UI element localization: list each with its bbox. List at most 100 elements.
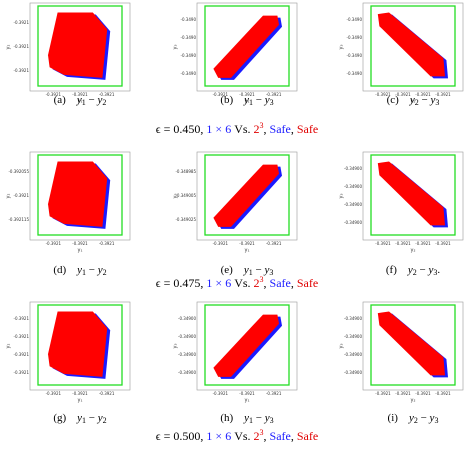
reach-set-red xyxy=(377,311,445,376)
caption-variable: y xyxy=(264,94,270,106)
caption-variable: y xyxy=(429,412,435,424)
caption-variable: y xyxy=(407,264,413,276)
x-tick-label: -0.3921 xyxy=(435,241,451,246)
y-axis-label: y₃ xyxy=(339,344,345,349)
y-axis-label: y₂ xyxy=(6,45,12,50)
caption-label: (a) xyxy=(54,94,67,106)
y-tick-label: -0.3921 xyxy=(14,20,30,25)
x-tick-label: -0.3921 xyxy=(213,92,229,97)
x-tick-label: -0.3921 xyxy=(72,391,88,396)
caption-operator: − xyxy=(256,412,262,424)
bounding-box xyxy=(204,5,290,87)
y-tick-label: -0.3490 xyxy=(347,71,363,76)
x-tick-label: -0.3921 xyxy=(239,241,255,246)
panel-caption: (g) y1​ − y2​ xyxy=(53,412,106,425)
x-tick-label: -0.3921 xyxy=(239,391,255,396)
y-tick-label: -0.392115 xyxy=(8,217,29,222)
y-tick-label: -0.348985 xyxy=(175,169,196,174)
x-tick-label: -0.3921 xyxy=(99,92,115,97)
caption-variable: y xyxy=(409,94,415,106)
caption-variable: y xyxy=(263,264,269,276)
x-axis-label: y₂ xyxy=(411,248,416,254)
x-tick-label: -0.3921 xyxy=(435,92,451,97)
row-caption-part: , xyxy=(264,122,270,136)
panel-caption: (f) y2​ − y3​. xyxy=(386,264,441,277)
y-tick-label: -0.34900 xyxy=(178,370,196,375)
caption-subscript: 1 xyxy=(249,98,253,107)
row-caption-part: 1 × 6 xyxy=(206,122,231,136)
caption-label: (f) xyxy=(386,264,397,276)
row-caption: ϵ = 0.500, 1 × 6 Vs. 23, Safe, Safe xyxy=(156,428,318,443)
y-tick-label: -0.3921 xyxy=(14,68,30,73)
caption-variable: y xyxy=(427,264,433,276)
x-tick-label: -0.3921 xyxy=(213,391,229,396)
y-tick-label: -0.3490 xyxy=(181,17,197,22)
row-caption-part: ϵ = 0.475, xyxy=(156,276,207,290)
y-tick-label: -0.349025 xyxy=(175,217,196,222)
row-caption-part: 3 xyxy=(260,428,264,437)
caption-subscript: 3 xyxy=(269,268,273,277)
x-tick-label: -0.3921 xyxy=(415,92,431,97)
y-tick-label: -0.34900 xyxy=(344,202,362,207)
y-tick-label: -0.3921 xyxy=(14,352,30,357)
row-caption-part: Vs. xyxy=(231,429,253,443)
row-caption-part: 1 × 6 xyxy=(206,429,231,443)
caption-variable: y xyxy=(97,264,103,276)
caption-operator: − xyxy=(422,94,428,106)
caption-label: (i) xyxy=(388,412,399,424)
caption-variable: y xyxy=(76,264,82,276)
x-tick-label: -0.3921 xyxy=(395,92,411,97)
x-tick-label: -0.3921 xyxy=(395,241,411,246)
x-tick-label: -0.3921 xyxy=(415,391,431,396)
x-axis-label: y₂ xyxy=(411,398,416,404)
y-tick-label: -0.34900 xyxy=(344,220,362,225)
y-axis-label: y₂ xyxy=(6,194,12,199)
caption-subscript: 3 xyxy=(435,98,439,107)
caption-label: (h) xyxy=(220,412,233,424)
caption-label: (e) xyxy=(221,264,234,276)
bounding-box xyxy=(204,154,290,236)
x-tick-label: -0.3921 xyxy=(99,391,115,396)
bounding-box xyxy=(370,154,456,236)
y-tick-label: -0.3921 xyxy=(14,316,30,321)
x-axis-label: y₁ xyxy=(78,248,83,254)
row-caption-part: Safe xyxy=(270,429,291,443)
x-tick-label: -0.3921 xyxy=(395,391,411,396)
y-tick-label: -0.3921 xyxy=(14,193,30,198)
caption-subscript: 1 xyxy=(82,416,86,425)
x-axis-label: y₁ xyxy=(245,398,250,404)
reach-set-red xyxy=(377,12,445,77)
caption-label: (b) xyxy=(220,94,233,106)
panel-caption: (b) y1​ − y3​ xyxy=(220,94,273,107)
caption-subscript: 2 xyxy=(102,98,106,107)
row-caption-part: ϵ = 0.450, xyxy=(156,122,207,136)
x-axis-label: y₁ xyxy=(245,248,250,254)
y-tick-label: -0.34900 xyxy=(178,334,196,339)
caption-variable: y xyxy=(243,412,249,424)
y-tick-label: -0.34900 xyxy=(344,334,362,339)
y-axis-label: y₃ xyxy=(339,45,345,50)
caption-operator: − xyxy=(89,94,95,106)
x-tick-label: -0.3921 xyxy=(266,92,282,97)
row-caption-part: 3 xyxy=(260,275,264,284)
panel-caption: (d) y1​ − y2​ xyxy=(53,264,106,277)
x-tick-label: -0.3921 xyxy=(375,241,391,246)
caption-variable: y xyxy=(76,412,82,424)
caption-label: (d) xyxy=(53,264,66,276)
panel-caption: (i) y2​ − y3​ xyxy=(388,412,439,425)
y-tick-label: -0.34900 xyxy=(344,166,362,171)
bounding-box xyxy=(37,304,123,386)
bounding-box xyxy=(370,304,456,386)
reach-set-red xyxy=(48,161,108,227)
x-axis-label: y₁ xyxy=(78,99,83,105)
bounding-box xyxy=(370,5,456,87)
row-caption-part: Safe xyxy=(270,276,291,290)
caption-variable: y xyxy=(429,94,435,106)
y-axis-label: y₃ xyxy=(173,344,179,349)
bounding-box xyxy=(204,304,290,386)
reach-set-red xyxy=(213,164,279,227)
reach-set-red xyxy=(213,314,279,377)
x-tick-label: -0.3921 xyxy=(46,241,62,246)
caption-operator: − xyxy=(256,94,262,106)
